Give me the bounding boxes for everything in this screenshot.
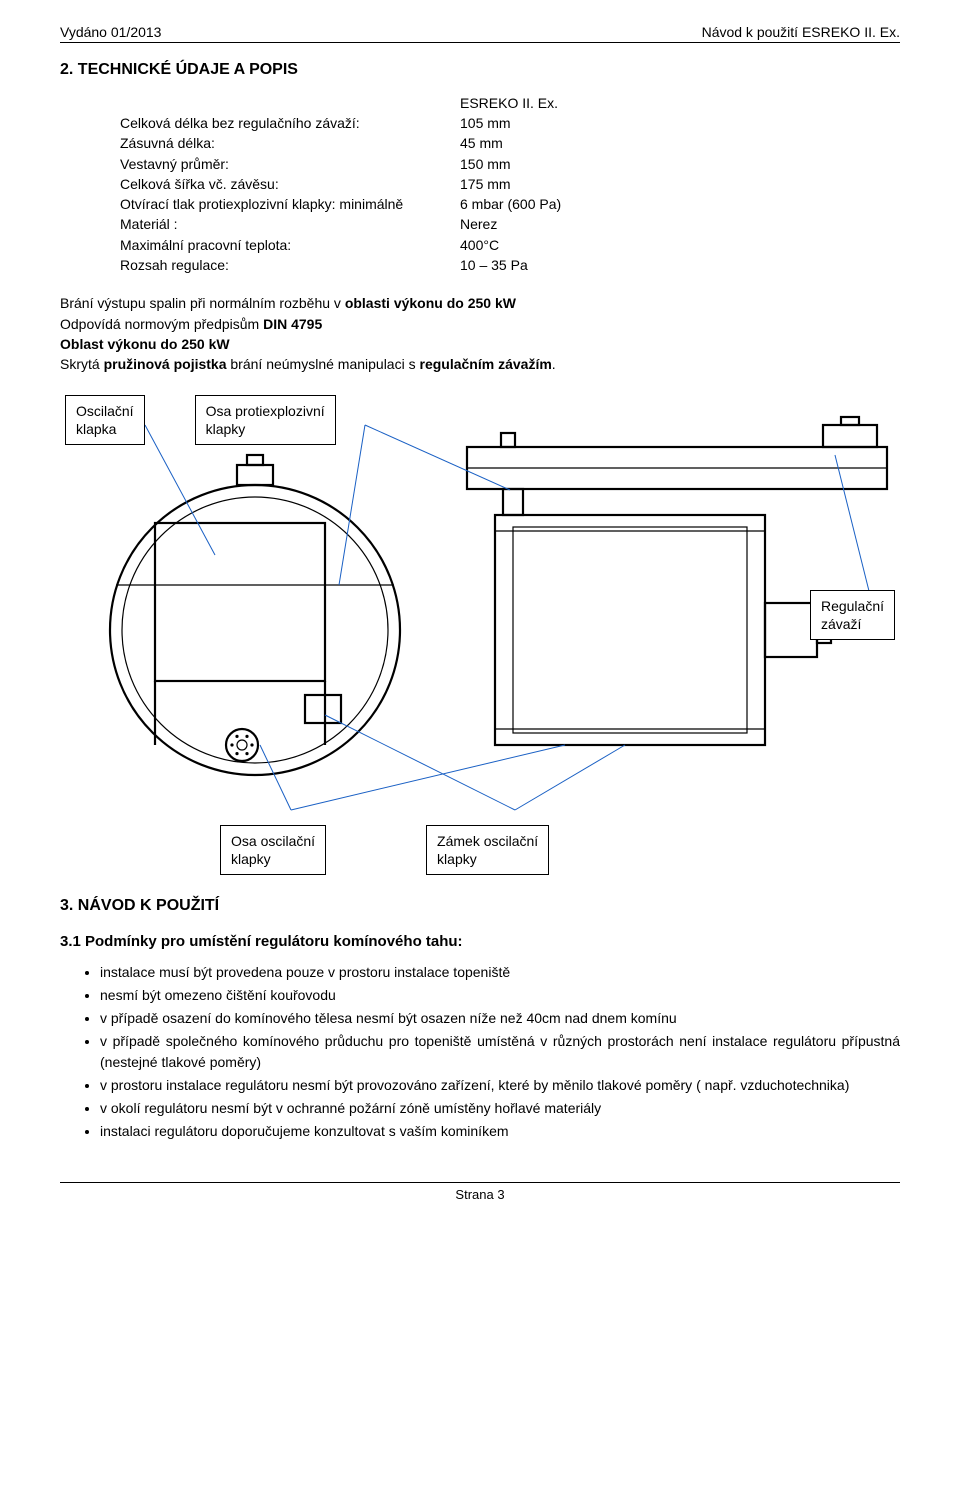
spec-value: 105 mm [460, 113, 620, 133]
list-item: v prostoru instalace regulátoru nesmí bý… [100, 1075, 900, 1096]
header-left: Vydáno 01/2013 [60, 24, 161, 40]
spec-value: 10 – 35 Pa [460, 255, 620, 275]
spec-row: Rozsah regulace:10 – 35 Pa [120, 255, 900, 275]
spec-row: Maximální pracovní teplota:400°C [120, 235, 900, 255]
list-item: v okolí regulátoru nesmí být v ochranné … [100, 1098, 900, 1119]
spec-label: Zásuvná délka: [120, 133, 460, 153]
spec-value: 400°C [460, 235, 620, 255]
list-item: nesmí být omezeno čištění kouřovodu [100, 985, 900, 1006]
spec-value: 175 mm [460, 174, 620, 194]
note-line: Odpovídá normovým předpisům DIN 4795 [60, 314, 900, 334]
bottom-callouts: Osa oscilačníklapky Zámek oscilačníklapk… [220, 825, 900, 875]
spec-model-header: ESREKO II. Ex. [460, 95, 900, 111]
spec-row: Celková délka bez regulačního závaží:105… [120, 113, 900, 133]
header-right: Návod k použití ESREKO II. Ex. [702, 24, 900, 40]
spec-label: Vestavný průměr: [120, 154, 460, 174]
spec-label: Rozsah regulace: [120, 255, 460, 275]
list-item: instalace musí být provedena pouze v pro… [100, 962, 900, 983]
section-3-1-title: 3.1 Podmínky pro umístění regulátoru kom… [60, 933, 900, 950]
list-item: v případě společného komínového průduchu… [100, 1031, 900, 1073]
page-footer: Strana 3 [60, 1182, 900, 1202]
callout-oscillation-lock: Zámek oscilačníklapky [426, 825, 549, 875]
spec-label: Otvírací tlak protiexplozivní klapky: mi… [120, 194, 460, 214]
page-header: Vydáno 01/2013 Návod k použití ESREKO II… [60, 24, 900, 43]
note-line: Brání výstupu spalin při normálním rozbě… [60, 293, 900, 313]
device-drawing [65, 395, 895, 815]
note-line: Oblast výkonu do 250 kW [60, 334, 900, 354]
spec-row: Zásuvná délka:45 mm [120, 133, 900, 153]
section-2-title: 2. TECHNICKÉ ÚDAJE A POPIS [60, 61, 900, 79]
spec-label: Celková šířka vč. závěsu: [120, 174, 460, 194]
note-line: Skrytá pružinová pojistka brání neúmysln… [60, 354, 900, 374]
note-block: Brání výstupu spalin při normálním rozbě… [60, 293, 900, 374]
spec-value: 6 mbar (600 Pa) [460, 194, 620, 214]
callout-oscillation-flap: Oscilačníklapka [65, 395, 145, 445]
spec-value: Nerez [460, 214, 620, 234]
spec-row: Materiál :Nerez [120, 214, 900, 234]
spec-value: 45 mm [460, 133, 620, 153]
callout-regulation-weight: Regulačnízávaží [810, 590, 895, 640]
callout-antiexplosive-axis: Osa protiexplozivníklapky [195, 395, 336, 445]
spec-table: ESREKO II. Ex. Celková délka bez regulač… [120, 95, 900, 275]
callout-oscillation-axis: Osa oscilačníklapky [220, 825, 326, 875]
spec-row: Vestavný průměr:150 mm [120, 154, 900, 174]
spec-label: Maximální pracovní teplota: [120, 235, 460, 255]
section-3-title: 3. NÁVOD K POUŽITÍ [60, 897, 900, 915]
conditions-list: instalace musí být provedena pouze v pro… [100, 962, 900, 1142]
list-item: v případě osazení do komínového tělesa n… [100, 1008, 900, 1029]
spec-label: Materiál : [120, 214, 460, 234]
technical-diagram: Oscilačníklapka Osa protiexplozivníklapk… [65, 395, 895, 815]
spec-row: Celková šířka vč. závěsu:175 mm [120, 174, 900, 194]
spec-value: 150 mm [460, 154, 620, 174]
list-item: instalaci regulátoru doporučujeme konzul… [100, 1121, 900, 1142]
spec-row: Otvírací tlak protiexplozivní klapky: mi… [120, 194, 900, 214]
spec-label: Celková délka bez regulačního závaží: [120, 113, 460, 133]
